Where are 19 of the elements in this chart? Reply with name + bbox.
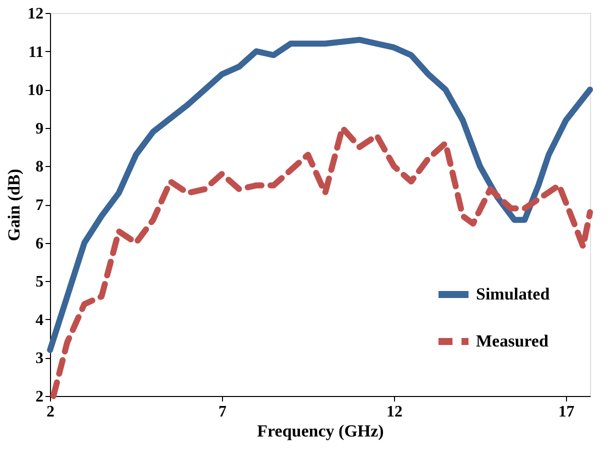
y-tick-label: 5 (36, 274, 44, 291)
x-tick-label: 7 (218, 404, 226, 420)
legend-label: Simulated (476, 284, 550, 304)
legend-label: Measured (476, 332, 549, 350)
y-tick-label: 3 (36, 350, 44, 368)
y-tick-label: 4 (36, 312, 44, 329)
y-tick-label: 12 (28, 6, 44, 22)
x-tick-label: 17 (558, 404, 574, 420)
y-tick-label: 6 (36, 235, 44, 252)
y-tick-label: 10 (28, 82, 44, 100)
y-tick-label: 7 (36, 197, 44, 214)
y-tick-label: 11 (28, 44, 44, 61)
y-tick-label: 2 (36, 388, 44, 406)
y-axis-title: Gain (dB) (4, 168, 24, 242)
x-tick-label: 2 (46, 404, 54, 420)
x-tick-label: 12 (386, 404, 402, 420)
x-axis-title: Frequency (GHz) (257, 422, 384, 440)
y-tick-label: 9 (36, 120, 44, 138)
y-tick-label: 8 (36, 158, 44, 176)
